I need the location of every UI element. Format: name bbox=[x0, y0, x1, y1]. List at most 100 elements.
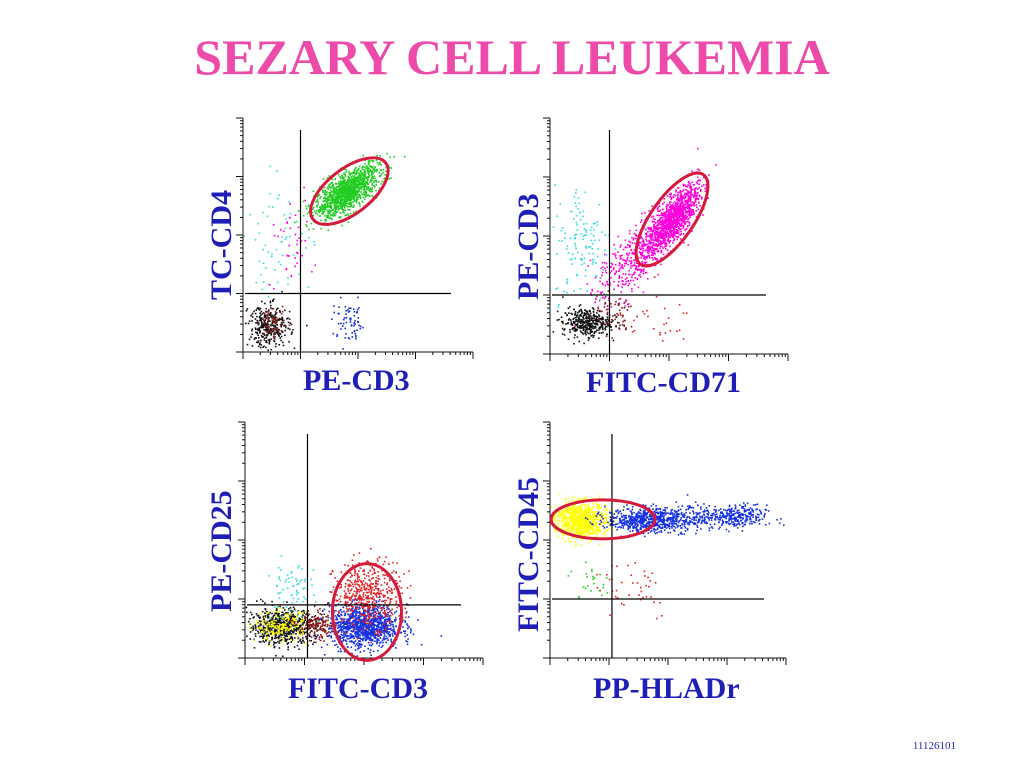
data-point bbox=[666, 208, 668, 210]
data-point bbox=[621, 315, 624, 318]
data-point bbox=[361, 167, 363, 169]
data-point bbox=[367, 647, 369, 650]
data-point bbox=[279, 309, 281, 312]
data-point bbox=[341, 185, 344, 188]
data-point bbox=[640, 253, 642, 256]
data-point bbox=[585, 328, 587, 330]
data-point bbox=[344, 327, 346, 330]
data-point bbox=[598, 315, 601, 317]
data-point bbox=[376, 627, 379, 630]
data-point bbox=[360, 646, 362, 648]
data-point bbox=[373, 180, 376, 182]
data-point bbox=[609, 284, 612, 286]
data-point bbox=[287, 283, 289, 286]
data-point bbox=[674, 211, 676, 213]
data-point bbox=[330, 186, 333, 189]
data-point bbox=[659, 243, 662, 245]
data-point bbox=[373, 175, 376, 177]
data-point bbox=[271, 322, 274, 324]
data-point bbox=[632, 253, 635, 255]
data-point bbox=[364, 171, 367, 173]
data-point bbox=[693, 212, 695, 215]
data-point bbox=[327, 635, 330, 637]
data-point bbox=[583, 312, 586, 314]
data-point bbox=[663, 323, 665, 326]
data-point bbox=[275, 320, 277, 323]
data-point bbox=[592, 325, 594, 328]
data-point bbox=[347, 205, 349, 208]
data-point bbox=[612, 253, 614, 255]
data-point bbox=[588, 328, 591, 331]
data-point bbox=[687, 195, 690, 198]
data-point bbox=[348, 201, 351, 204]
data-point bbox=[688, 191, 691, 193]
data-point bbox=[602, 331, 604, 334]
data-point bbox=[610, 329, 613, 331]
data-point bbox=[596, 323, 598, 326]
data-point bbox=[288, 201, 291, 203]
data-point bbox=[267, 349, 269, 352]
data-point bbox=[272, 224, 275, 226]
data-point bbox=[389, 156, 391, 159]
data-point bbox=[593, 229, 595, 231]
data-point bbox=[656, 226, 659, 228]
data-point bbox=[341, 208, 343, 210]
data-point bbox=[670, 193, 672, 196]
data-point bbox=[384, 626, 386, 628]
data-point bbox=[623, 265, 626, 267]
data-point bbox=[691, 209, 693, 211]
data-point bbox=[343, 620, 345, 623]
data-point bbox=[597, 320, 600, 323]
data-point bbox=[343, 630, 345, 633]
data-point bbox=[339, 650, 342, 653]
data-point bbox=[343, 168, 346, 171]
data-point bbox=[657, 221, 660, 224]
data-point bbox=[684, 220, 686, 223]
data-point bbox=[639, 248, 641, 250]
data-point bbox=[296, 262, 298, 264]
data-point bbox=[386, 152, 388, 155]
data-point bbox=[676, 238, 679, 241]
data-point bbox=[639, 268, 642, 271]
data-point bbox=[676, 330, 678, 332]
data-point bbox=[655, 295, 658, 298]
data-point bbox=[375, 181, 378, 184]
data-point bbox=[258, 319, 261, 322]
data-point bbox=[641, 244, 643, 246]
data-point bbox=[351, 183, 353, 186]
data-point bbox=[671, 226, 674, 229]
data-point bbox=[601, 322, 603, 324]
data-point bbox=[342, 622, 344, 624]
data-point bbox=[356, 630, 359, 633]
data-point bbox=[669, 230, 671, 232]
data-point bbox=[680, 224, 683, 226]
data-point bbox=[330, 182, 332, 184]
data-point bbox=[362, 625, 365, 627]
data-point bbox=[577, 320, 579, 322]
data-point bbox=[350, 324, 353, 326]
data-point bbox=[614, 303, 616, 306]
data-point bbox=[578, 310, 581, 312]
data-point bbox=[344, 305, 347, 308]
data-point bbox=[625, 328, 627, 331]
data-point bbox=[623, 307, 626, 309]
data-point bbox=[248, 320, 251, 322]
data-point bbox=[653, 243, 656, 245]
data-point bbox=[682, 312, 685, 314]
data-point bbox=[573, 342, 575, 345]
data-point bbox=[361, 177, 364, 180]
data-point bbox=[347, 208, 349, 211]
data-point bbox=[379, 614, 382, 616]
data-point bbox=[261, 326, 263, 328]
data-point bbox=[683, 216, 685, 218]
data-point bbox=[638, 265, 640, 268]
data-point bbox=[256, 328, 259, 330]
data-point bbox=[677, 236, 680, 239]
data-point bbox=[328, 186, 331, 188]
data-point bbox=[624, 273, 627, 275]
data-point bbox=[657, 227, 660, 229]
data-point bbox=[618, 268, 621, 270]
data-point bbox=[674, 204, 676, 207]
data-point bbox=[641, 254, 644, 257]
data-point bbox=[561, 333, 564, 335]
